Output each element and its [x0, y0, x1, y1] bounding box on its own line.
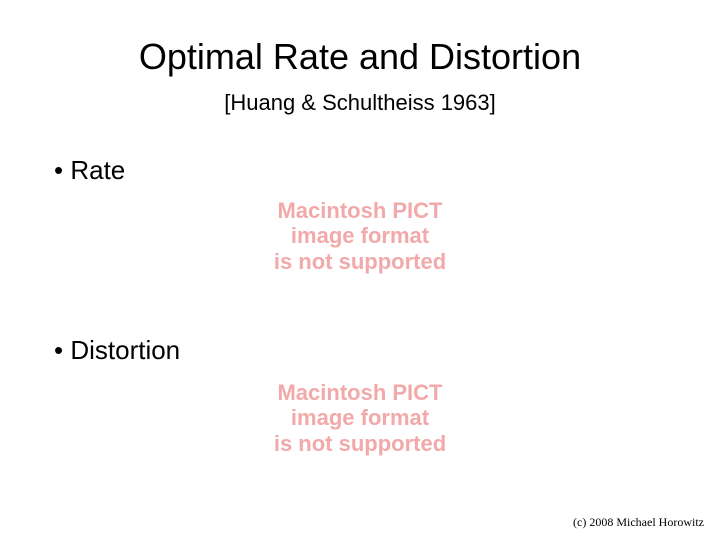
pict-line: Macintosh PICT	[180, 380, 540, 405]
pict-line: image format	[180, 223, 540, 248]
pict-line: is not supported	[180, 431, 540, 456]
pict-placeholder-distortion: Macintosh PICT image format is not suppo…	[180, 380, 540, 456]
pict-line: Macintosh PICT	[180, 198, 540, 223]
bullet-rate: Rate	[54, 155, 125, 186]
bullet-distortion: Distortion	[54, 335, 180, 366]
pict-placeholder-rate: Macintosh PICT image format is not suppo…	[180, 198, 540, 274]
slide-subtitle: [Huang & Schultheiss 1963]	[0, 90, 720, 116]
pict-line: is not supported	[180, 249, 540, 274]
slide: Optimal Rate and Distortion [Huang & Sch…	[0, 0, 720, 540]
copyright-text: (c) 2008 Michael Horowitz	[573, 515, 704, 530]
pict-line: image format	[180, 405, 540, 430]
slide-title: Optimal Rate and Distortion	[0, 36, 720, 78]
